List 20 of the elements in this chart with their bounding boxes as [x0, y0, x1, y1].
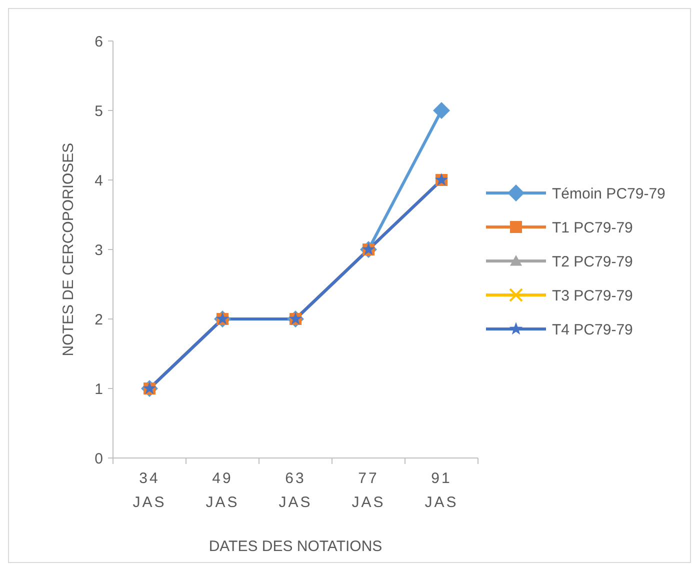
y-tick-label: 0 [94, 450, 103, 468]
legend-label: Témoin PC79-79 [552, 185, 666, 202]
y-tick-label: 5 [94, 102, 103, 120]
legend-label: T4 PC79-79 [552, 321, 633, 338]
y-tick-label: 4 [94, 172, 103, 190]
legend-label: T1 PC79-79 [552, 219, 633, 236]
point [433, 102, 450, 119]
y-tick-label: 6 [94, 33, 103, 50]
y-tick-label: 3 [94, 242, 103, 259]
y-tick-label: 2 [94, 311, 103, 328]
x-tick-label: 34 JAS [132, 470, 166, 511]
x-axis-title: DATES DES NOTATIONS [208, 538, 382, 555]
x-tick-label: 63 JAS [278, 470, 312, 511]
x-tick-label: 91 JAS [424, 470, 458, 511]
x-tick-label: 49 JAS [206, 470, 240, 511]
y-tick-label: 1 [94, 380, 103, 398]
x-tick-label: 77 JAS [352, 470, 386, 511]
y-axis-title: NOTES DE CERCOPORIOSES [60, 142, 77, 356]
legend-label: T2 PC79-79 [552, 253, 633, 270]
legend-label: T3 PC79-79 [552, 287, 633, 304]
